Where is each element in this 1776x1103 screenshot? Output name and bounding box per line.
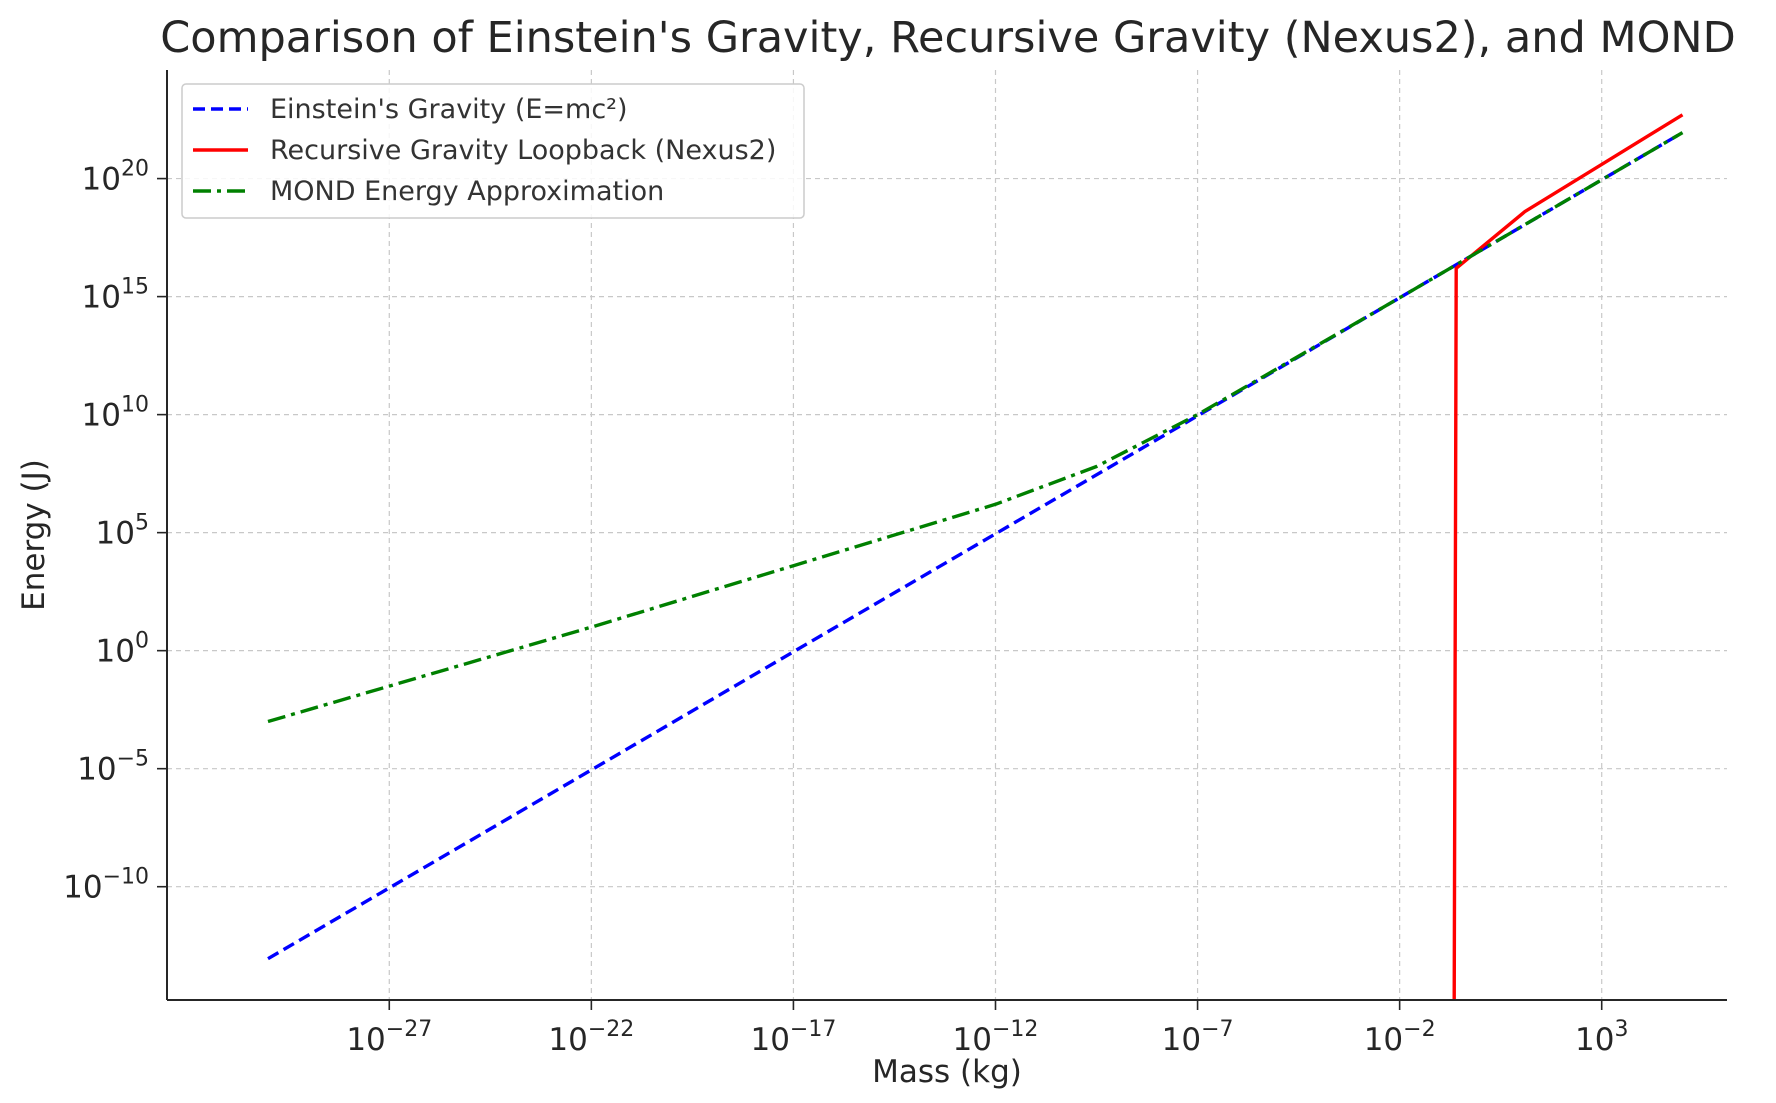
- x-tick-label: 10−17: [750, 1017, 836, 1058]
- x-tick-label: 10−27: [346, 1017, 432, 1058]
- legend-label: Einstein's Gravity (E=mc²): [270, 94, 628, 125]
- x-ticks: 10−27 10−22 10−17 10−12 10−7 10−2 103: [346, 1000, 1628, 1058]
- y-tick-label: 10−5: [77, 747, 149, 788]
- y-tick-label: 10−10: [63, 865, 149, 906]
- y-tick-label: 1020: [82, 157, 149, 198]
- legend-label: Recursive Gravity Loopback (Nexus2): [270, 135, 776, 166]
- y-axis-label: Energy (J): [16, 459, 52, 611]
- y-tick-label: 1010: [82, 393, 149, 434]
- series-line-2: [1452, 113, 1684, 1001]
- x-tick-label: 10−12: [953, 1017, 1039, 1058]
- series-line-3: [267, 131, 1684, 724]
- x-axis-label: Mass (kg): [872, 1054, 1022, 1090]
- x-tick-label: 10−22: [548, 1017, 634, 1058]
- x-tick-label: 10−2: [1364, 1017, 1436, 1058]
- grid: [167, 70, 1727, 1000]
- y-tick-label: 1015: [82, 275, 149, 316]
- legend-box: [181, 83, 805, 219]
- y-ticks: 1020 1015 1010 105 100 10−5 10−10: [63, 157, 167, 906]
- y-tick-label: 100: [96, 629, 149, 670]
- x-tick-label: 10−7: [1162, 1017, 1234, 1058]
- legend: Einstein's Gravity (E=mc²) Recursive Grav…: [181, 83, 805, 219]
- y-tick-label: 105: [96, 511, 149, 552]
- x-tick-label: 103: [1575, 1017, 1628, 1058]
- plot-series: [267, 113, 1684, 1001]
- legend-label: MOND Energy Approximation: [270, 176, 664, 207]
- chart-title: Comparison of Einstein's Gravity, Recurs…: [160, 13, 1735, 63]
